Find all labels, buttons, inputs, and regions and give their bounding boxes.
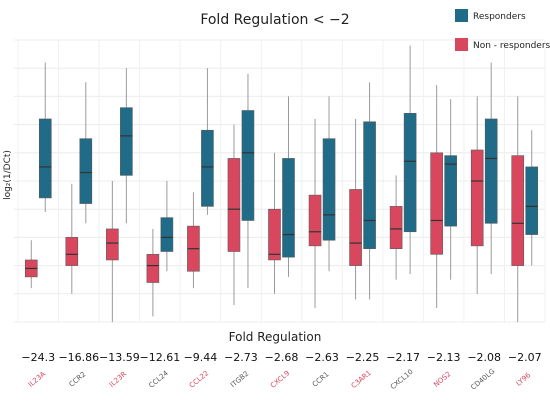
- box-responders-ccl24-box: [160, 217, 174, 252]
- legend-swatch-responders: [455, 9, 468, 22]
- box-responders-nos2-box: [444, 155, 457, 227]
- gene-label-nos2: NOS2: [432, 370, 452, 389]
- gene-label-cxcl10: CXCL10: [389, 368, 415, 391]
- fold-value-il23r: −13.59: [99, 351, 140, 364]
- box-responders-itgb2: [241, 73, 255, 289]
- box-non-responders-ccr2: [65, 183, 79, 294]
- y-axis-label: log₂(1/DCt): [3, 150, 13, 200]
- gene-label-ccl22: CCL22: [188, 369, 210, 390]
- box-responders-nos2: [444, 99, 457, 280]
- fold-values: −24.3 −16.86 −13.59 −12.61 −9.44 −2.73 −2.68 −2…: [21, 351, 541, 364]
- box-non-responders-nos2: [430, 85, 443, 308]
- gene-label-il23a: IL23A: [27, 370, 47, 389]
- gene-label-ccr1: CCR1: [311, 370, 331, 388]
- legend-label-responders: Responders: [473, 12, 526, 22]
- gene-label-ccr2: CCR2: [68, 370, 88, 388]
- box-non-responders-ccr2-box: [65, 237, 79, 266]
- box-non-responders-cd40lg: [470, 96, 484, 294]
- fold-value-ccl22: −9.44: [184, 351, 218, 364]
- box-responders-ccr1-box: [322, 138, 336, 241]
- box-responders-ly96-box: [525, 166, 539, 235]
- box-responders-cxcl9-box: [282, 158, 295, 258]
- fold-value-ccr2: −16.86: [58, 351, 99, 364]
- box-non-responders-cxcl10-box: [389, 206, 403, 249]
- box-responders-ccr2: [79, 82, 93, 224]
- fold-value-ccl24: −12.61: [140, 351, 181, 364]
- box-non-responders-ly96-box: [511, 155, 525, 266]
- fold-value-il23a: −24.3: [21, 351, 55, 364]
- chart-title: Fold Regulation < −2: [200, 12, 349, 28]
- gene-label-il23r: IL23R: [108, 370, 128, 389]
- gene-label-itgb2: ITGB2: [229, 370, 250, 390]
- gene-label-cxcl9: CXCL9: [269, 369, 291, 390]
- box-non-responders-itgb2-box: [227, 158, 241, 252]
- box-responders-cd40lg-box: [484, 118, 498, 224]
- box-responders-il23r-box: [120, 107, 133, 176]
- box-responders-itgb2-box: [241, 110, 255, 221]
- legend-swatch-non-responders: [455, 38, 468, 51]
- box-responders-ly96: [525, 130, 539, 266]
- boxes: [24, 45, 539, 322]
- fold-value-cxcl9: −2.68: [265, 351, 299, 364]
- box-non-responders-cxcl9: [268, 152, 281, 294]
- box-responders-c3ar1: [363, 82, 376, 300]
- box-non-responders-ccr1: [308, 118, 322, 308]
- legend-label-non-responders: Non - responders: [473, 41, 550, 51]
- box-responders-cxcl9: [282, 96, 295, 277]
- fold-value-cxcl10: −2.17: [386, 351, 420, 364]
- box-responders-il23r: [120, 68, 133, 224]
- box-non-responders-cd40lg-box: [470, 149, 484, 247]
- box-non-responders-itgb2: [227, 124, 241, 306]
- box-non-responders-ccl24: [146, 228, 160, 317]
- box-responders-ccr2-box: [79, 138, 93, 204]
- box-non-responders-ccr1-box: [308, 194, 322, 247]
- box-non-responders-cxcl10: [389, 175, 403, 280]
- gene-labels: IL23A CCR2 IL23R CCL24 CCL22 ITGB2 CXCL9 CCR1 C3…: [27, 367, 533, 391]
- box-responders-cxcl10: [403, 45, 417, 275]
- box-responders-il23a-box: [38, 118, 52, 199]
- gene-label-ccl24: CCL24: [147, 369, 170, 390]
- box-non-responders-ccl24-box: [146, 254, 160, 283]
- fold-value-c3ar1: −2.25: [346, 351, 380, 364]
- gene-label-cd40lg: CD40LG: [469, 367, 496, 391]
- gridlines: [14, 39, 546, 323]
- box-non-responders-nos2-box: [430, 152, 443, 255]
- box-non-responders-ly96: [511, 96, 525, 322]
- box-responders-ccl22-box: [201, 129, 214, 207]
- box-responders-ccr1: [322, 96, 336, 272]
- box-responders-cd40lg: [484, 62, 498, 275]
- box-non-responders-ccl22: [187, 192, 200, 289]
- box-responders-ccl22: [201, 68, 214, 215]
- box-non-responders-il23a: [24, 240, 38, 289]
- x-axis-label: Fold Regulation: [229, 330, 322, 344]
- box-non-responders-il23r: [106, 181, 119, 322]
- fold-value-cd40lg: −2.08: [467, 351, 501, 364]
- legend: Responders Non - responders: [455, 9, 550, 51]
- box-responders-ccl24: [160, 181, 174, 272]
- box-non-responders-c3ar1: [349, 118, 362, 300]
- fold-value-ly96: −2.07: [508, 351, 542, 364]
- fold-value-ccr1: −2.63: [305, 351, 339, 364]
- gene-label-c3ar1: C3AR1: [350, 369, 373, 390]
- box-responders-il23a: [38, 62, 52, 213]
- box-responders-c3ar1-box: [363, 121, 376, 249]
- box-non-responders-cxcl9-box: [268, 208, 281, 261]
- box-non-responders-c3ar1-box: [349, 189, 362, 266]
- fold-value-itgb2: −2.73: [224, 351, 258, 364]
- box-responders-cxcl10-box: [403, 113, 417, 233]
- box-non-responders-il23r-box: [106, 228, 119, 261]
- gene-label-ly96: LY96: [515, 371, 533, 388]
- fold-value-nos2: −2.13: [427, 351, 461, 364]
